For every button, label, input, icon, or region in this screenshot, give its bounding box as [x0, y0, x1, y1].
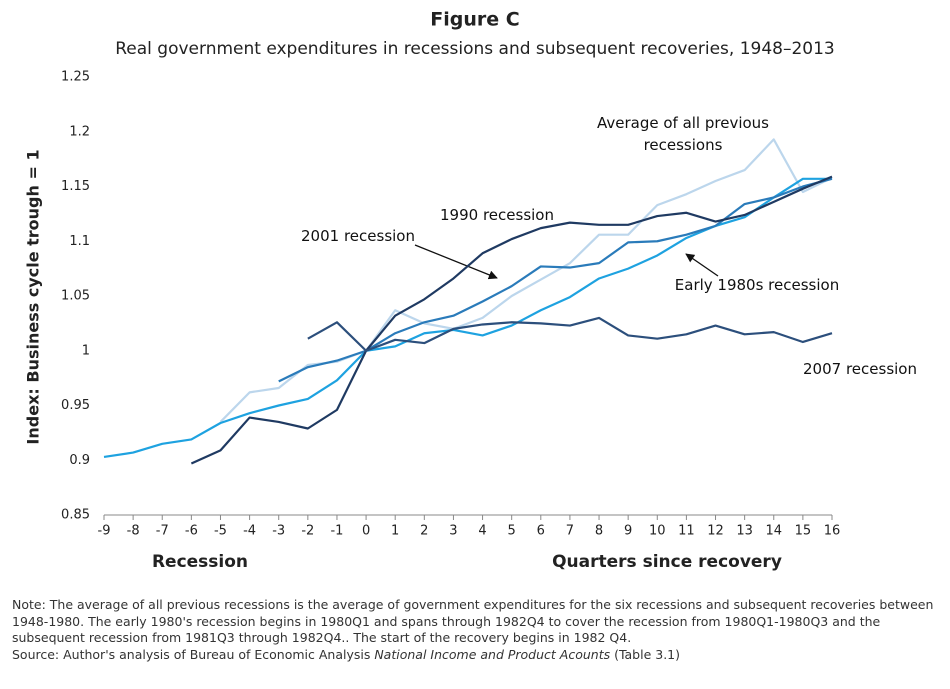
y-tick-label: 1.15	[61, 179, 90, 194]
x-axis-label: Recession	[152, 552, 248, 572]
y-tick-label: 1.1	[69, 234, 90, 249]
x-tick-label: -7	[156, 524, 169, 539]
note-text: Note: The average of all previous recess…	[12, 597, 934, 645]
x-tick-label: -4	[243, 524, 256, 539]
x-tick-label: -2	[301, 524, 314, 539]
x-tick-label: 1	[391, 524, 399, 539]
y-tick-label: 0.95	[61, 398, 90, 413]
x-tick-label: -1	[330, 524, 343, 539]
x-tick-label: 13	[736, 524, 753, 539]
source-text: (Table 3.1)	[610, 646, 681, 662]
x-tick-label: -3	[272, 524, 285, 539]
data-line	[190, 175, 833, 465]
series-label: 2007 recession	[803, 360, 917, 378]
y-tick-label: 1.2	[69, 124, 90, 139]
chart-title: Figure C	[430, 9, 519, 31]
x-tick-label: -8	[127, 524, 140, 539]
x-tick-label: 14	[765, 524, 782, 539]
y-tick-label: 1	[82, 343, 90, 358]
chart-subtitle: Real government expenditures in recessio…	[115, 39, 834, 59]
x-tick-label: 11	[678, 524, 695, 539]
note: Note: The average of all previous recess…	[12, 597, 942, 663]
x-tick-label: 3	[449, 524, 457, 539]
source: Source: Author's analysis of Bureau of E…	[12, 647, 942, 664]
x-tick-label: 0	[362, 524, 370, 539]
x-axis-label: Quarters since recovery	[552, 552, 782, 572]
x-tick-label: -6	[185, 524, 198, 539]
x-tick-label: 16	[824, 524, 841, 539]
y-tick-label: 0.9	[69, 453, 90, 468]
x-tick-label: 15	[795, 524, 812, 539]
data-line	[307, 316, 833, 352]
annotation-arrow	[685, 253, 719, 277]
x-tick-label: 2	[420, 524, 428, 539]
y-tick-label: 0.85	[61, 508, 90, 523]
x-tick-label: 9	[624, 524, 632, 539]
x-tick-label: 7	[566, 524, 574, 539]
series-label: 2001 recession	[301, 227, 415, 245]
annotation-arrow	[414, 244, 498, 280]
series-label: Early 1980s recession	[674, 276, 840, 294]
y-tick-label: 1.25	[61, 70, 90, 85]
y-tick-label: 1.05	[61, 289, 90, 304]
x-tick-label: 6	[537, 524, 545, 539]
x-tick-label: -9	[98, 524, 111, 539]
series-label: Average of all previous recessions	[596, 114, 770, 154]
source-text: Source: Author's analysis of Bureau of E…	[12, 646, 375, 662]
x-tick-label: 12	[707, 524, 724, 539]
x-tick-label: -5	[214, 524, 227, 539]
y-axis-label: Index: Business cycle trough = 1	[24, 149, 43, 444]
x-tick-label: 5	[508, 524, 516, 539]
source-title: National Income and Product Acounts	[374, 646, 611, 662]
x-tick-label: 4	[478, 524, 486, 539]
x-tick-label: 8	[595, 524, 603, 539]
x-tick-label: 10	[649, 524, 666, 539]
series-label: 1990 recession	[440, 206, 554, 224]
